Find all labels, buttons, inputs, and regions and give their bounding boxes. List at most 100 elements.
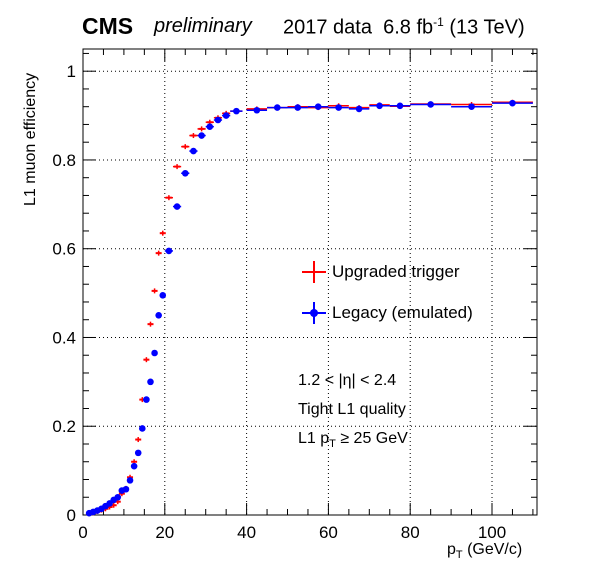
- data-point: [151, 288, 158, 294]
- marker-circle: [159, 292, 167, 299]
- data-point: [114, 493, 122, 501]
- marker-circle: [130, 462, 138, 470]
- data-point: [181, 144, 190, 150]
- marker-circle: [206, 123, 214, 130]
- series-legacy-emulated: [85, 99, 533, 517]
- legend-label-legacy: Legacy (emulated): [332, 303, 473, 322]
- marker-circle: [222, 112, 230, 119]
- marker-circle: [253, 106, 261, 114]
- data-point: [143, 396, 150, 403]
- y-tick-label: 0.4: [52, 328, 76, 347]
- data-point: [287, 104, 308, 111]
- data-point: [197, 132, 206, 139]
- x-tick-label: 40: [237, 523, 256, 542]
- legend-label-upgraded: Upgraded trigger: [332, 262, 460, 281]
- data-point: [307, 103, 329, 110]
- data-point: [164, 195, 173, 201]
- data-point: [139, 425, 146, 432]
- marker-circle: [376, 102, 383, 110]
- plot-frame: [82, 48, 538, 516]
- x-tick-label: 60: [319, 523, 338, 542]
- y-tick-label: 0: [67, 506, 76, 525]
- data-point: [147, 321, 154, 327]
- experiment-label: CMS: [82, 13, 134, 39]
- lumi-exponent: -1: [433, 15, 444, 29]
- legend-marker-circle: [310, 309, 318, 317]
- data-point: [122, 485, 130, 493]
- axis-ticks: 0 20 40 60 80 100 0 0.2 0.4 0.6 0.8 1: [52, 49, 537, 542]
- marker-circle: [335, 104, 342, 111]
- data-point: [155, 250, 162, 256]
- data-point: [189, 147, 198, 155]
- legend: [302, 261, 326, 324]
- marker-circle: [114, 493, 122, 501]
- y-tick-label: 1: [67, 62, 76, 81]
- data-point: [130, 462, 138, 470]
- data-point: [205, 123, 214, 130]
- data-point: [135, 437, 142, 443]
- data-point: [143, 357, 150, 363]
- data-point: [172, 164, 182, 170]
- marker-circle: [509, 99, 516, 107]
- legend-entry: [302, 302, 326, 324]
- grid-lines: [83, 49, 537, 515]
- marker-circle: [147, 378, 154, 386]
- marker-circle: [151, 349, 158, 357]
- y-tick-label: 0.6: [52, 240, 76, 259]
- data-point: [181, 169, 190, 177]
- data-point: [189, 133, 198, 139]
- x-axis-label: pT (GeV/c): [447, 541, 523, 562]
- marker-circle: [314, 103, 322, 110]
- data-point: [222, 112, 231, 119]
- marker-circle: [181, 169, 189, 177]
- x-tick-label: 20: [155, 523, 174, 542]
- marker-circle: [355, 105, 363, 113]
- marker-circle: [126, 477, 134, 484]
- legend-entry: [302, 261, 326, 283]
- data-point: [369, 102, 390, 110]
- data-point: [213, 116, 223, 124]
- data-point: [151, 349, 158, 357]
- data-point: [348, 105, 370, 113]
- data-point: [159, 292, 167, 299]
- marker-circle: [198, 132, 205, 139]
- data-point: [155, 311, 162, 319]
- data-point: [246, 106, 268, 114]
- data-point: [389, 102, 411, 110]
- data-point: [172, 203, 182, 210]
- pt-cut-text: L1 pT ≥ 25 GeV: [298, 430, 408, 451]
- status-label: preliminary: [154, 15, 252, 37]
- y-tick-label: 0.8: [52, 151, 76, 170]
- marker-circle: [122, 485, 130, 493]
- data-point: [267, 104, 288, 111]
- data-point: [147, 378, 154, 386]
- marker-circle: [214, 116, 222, 124]
- eta-range-text: 1.2 < |η| < 2.4: [298, 372, 397, 389]
- lumi-label: 2017 data 6.8 fb-1 (13 TeV): [283, 15, 525, 40]
- data-point: [451, 103, 493, 110]
- data-series: [85, 99, 533, 517]
- marker-circle: [233, 107, 240, 115]
- data-point: [164, 247, 173, 255]
- y-tick-label: 0.2: [52, 417, 76, 436]
- marker-circle: [190, 147, 197, 155]
- marker-circle: [155, 311, 162, 319]
- data-point: [492, 99, 533, 107]
- marker-circle: [273, 104, 281, 111]
- marker-circle: [396, 102, 404, 110]
- data-point: [159, 230, 166, 236]
- data-point: [328, 104, 349, 111]
- data-point: [197, 126, 206, 132]
- marker-circle: [427, 101, 434, 108]
- marker-circle: [294, 104, 302, 111]
- marker-circle: [468, 103, 475, 110]
- x-tick-label: 0: [78, 523, 87, 542]
- marker-circle: [139, 425, 146, 432]
- y-axis-label: L1 muon efficiency: [22, 72, 39, 206]
- x-tick-label: 100: [478, 523, 506, 542]
- marker-circle: [165, 247, 173, 255]
- marker-circle: [143, 396, 150, 403]
- marker-circle: [134, 449, 142, 457]
- quality-text: Tight L1 quality: [298, 401, 406, 418]
